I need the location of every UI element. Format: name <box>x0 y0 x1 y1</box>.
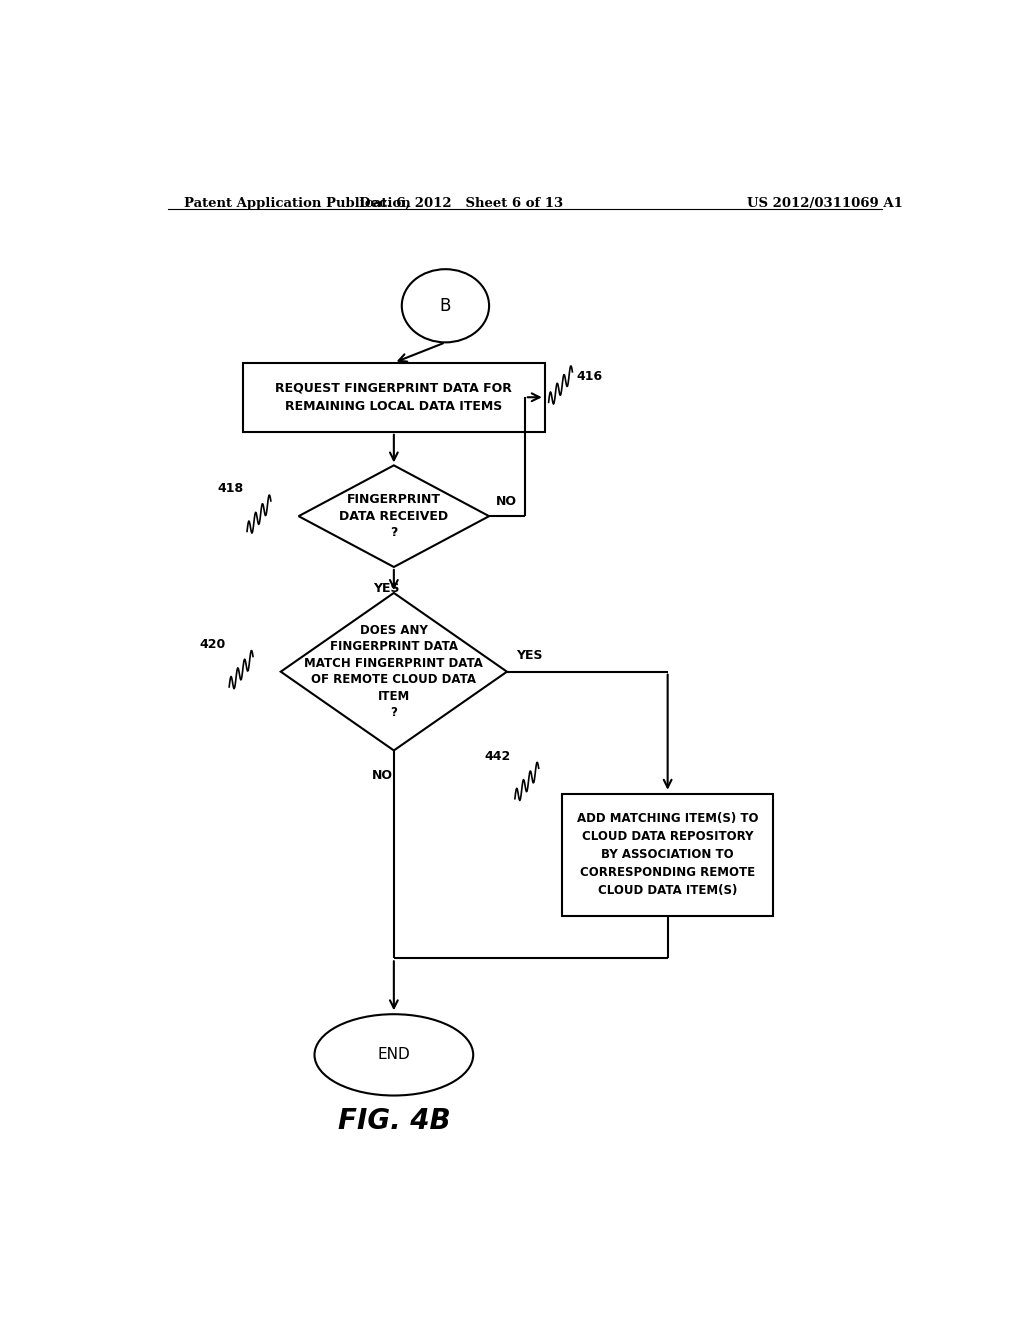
Text: YES: YES <box>516 648 543 661</box>
Text: END: END <box>378 1047 411 1063</box>
Text: B: B <box>439 297 452 314</box>
Text: DOES ANY
FINGERPRINT DATA
MATCH FINGERPRINT DATA
OF REMOTE CLOUD DATA
ITEM
?: DOES ANY FINGERPRINT DATA MATCH FINGERPR… <box>304 624 483 719</box>
Text: YES: YES <box>373 582 399 595</box>
Text: NO: NO <box>372 768 392 781</box>
Text: Patent Application Publication: Patent Application Publication <box>183 197 411 210</box>
Text: 416: 416 <box>577 371 602 383</box>
Text: FINGERPRINT
DATA RECEIVED
?: FINGERPRINT DATA RECEIVED ? <box>339 494 449 539</box>
Text: ADD MATCHING ITEM(S) TO
CLOUD DATA REPOSITORY
BY ASSOCIATION TO
CORRESPONDING RE: ADD MATCHING ITEM(S) TO CLOUD DATA REPOS… <box>577 812 759 898</box>
Bar <box>562 793 773 916</box>
Text: US 2012/0311069 A1: US 2012/0311069 A1 <box>748 197 903 210</box>
Text: Dec. 6, 2012   Sheet 6 of 13: Dec. 6, 2012 Sheet 6 of 13 <box>359 197 563 210</box>
Text: 442: 442 <box>484 750 511 763</box>
Bar <box>243 363 545 432</box>
Text: FIG. 4B: FIG. 4B <box>338 1107 451 1135</box>
Text: REQUEST FINGERPRINT DATA FOR
REMAINING LOCAL DATA ITEMS: REQUEST FINGERPRINT DATA FOR REMAINING L… <box>275 381 512 413</box>
Text: 418: 418 <box>217 482 243 495</box>
Text: NO: NO <box>496 495 516 508</box>
Text: 420: 420 <box>199 638 225 651</box>
